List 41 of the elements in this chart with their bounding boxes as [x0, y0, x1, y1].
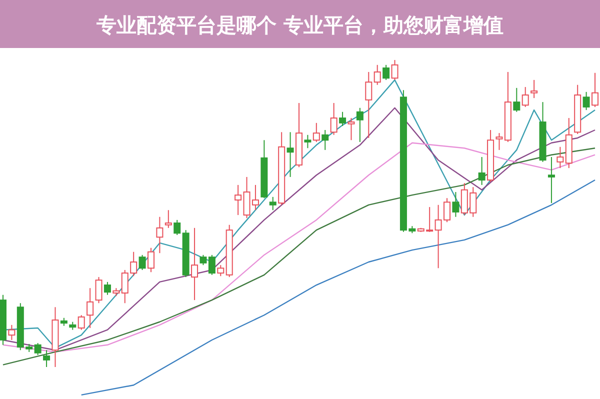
candlestick: [556, 146, 564, 169]
candlestick: [330, 102, 338, 136]
candlestick: [34, 342, 42, 356]
candlestick: [391, 60, 398, 80]
candlestick: [191, 227, 198, 301]
candlestick: [348, 118, 355, 141]
candlestick: [164, 210, 172, 228]
candlestick: [234, 184, 242, 216]
candlestick: [374, 64, 381, 86]
candlestick: [286, 132, 294, 178]
candlestick: [322, 129, 329, 150]
candlestick: [382, 64, 390, 80]
candlestick: [95, 276, 102, 304]
candlestick: [86, 288, 94, 329]
chart-title: 专业配资平台是哪个 专业平台，助您财富增值: [96, 13, 504, 37]
candlestick: [522, 86, 529, 108]
candlestick: [365, 71, 372, 138]
candlestick: [78, 314, 85, 330]
candlestick: [452, 192, 460, 218]
candlestick: [200, 254, 207, 266]
candlestick: [513, 87, 520, 112]
candlestick: [478, 156, 486, 186]
candlestick: [104, 281, 111, 296]
candlestick: [156, 216, 164, 254]
candlestick: [356, 107, 364, 142]
candlestick: [269, 196, 276, 211]
candlestick: [8, 324, 16, 340]
candlestick: [530, 79, 538, 99]
candlestick: [43, 350, 50, 368]
candlestick: [312, 122, 320, 142]
candlestick: [496, 132, 503, 150]
candlestick: [582, 91, 590, 111]
candlestick: [339, 111, 346, 127]
candlestick: [592, 72, 598, 108]
candlestick: [138, 254, 146, 270]
candlestick: [208, 254, 216, 276]
candlestick: [217, 264, 224, 277]
candlestick: [548, 156, 555, 204]
candlestick: [304, 134, 312, 149]
candlestick: [174, 219, 181, 236]
candlestick: [148, 247, 154, 273]
